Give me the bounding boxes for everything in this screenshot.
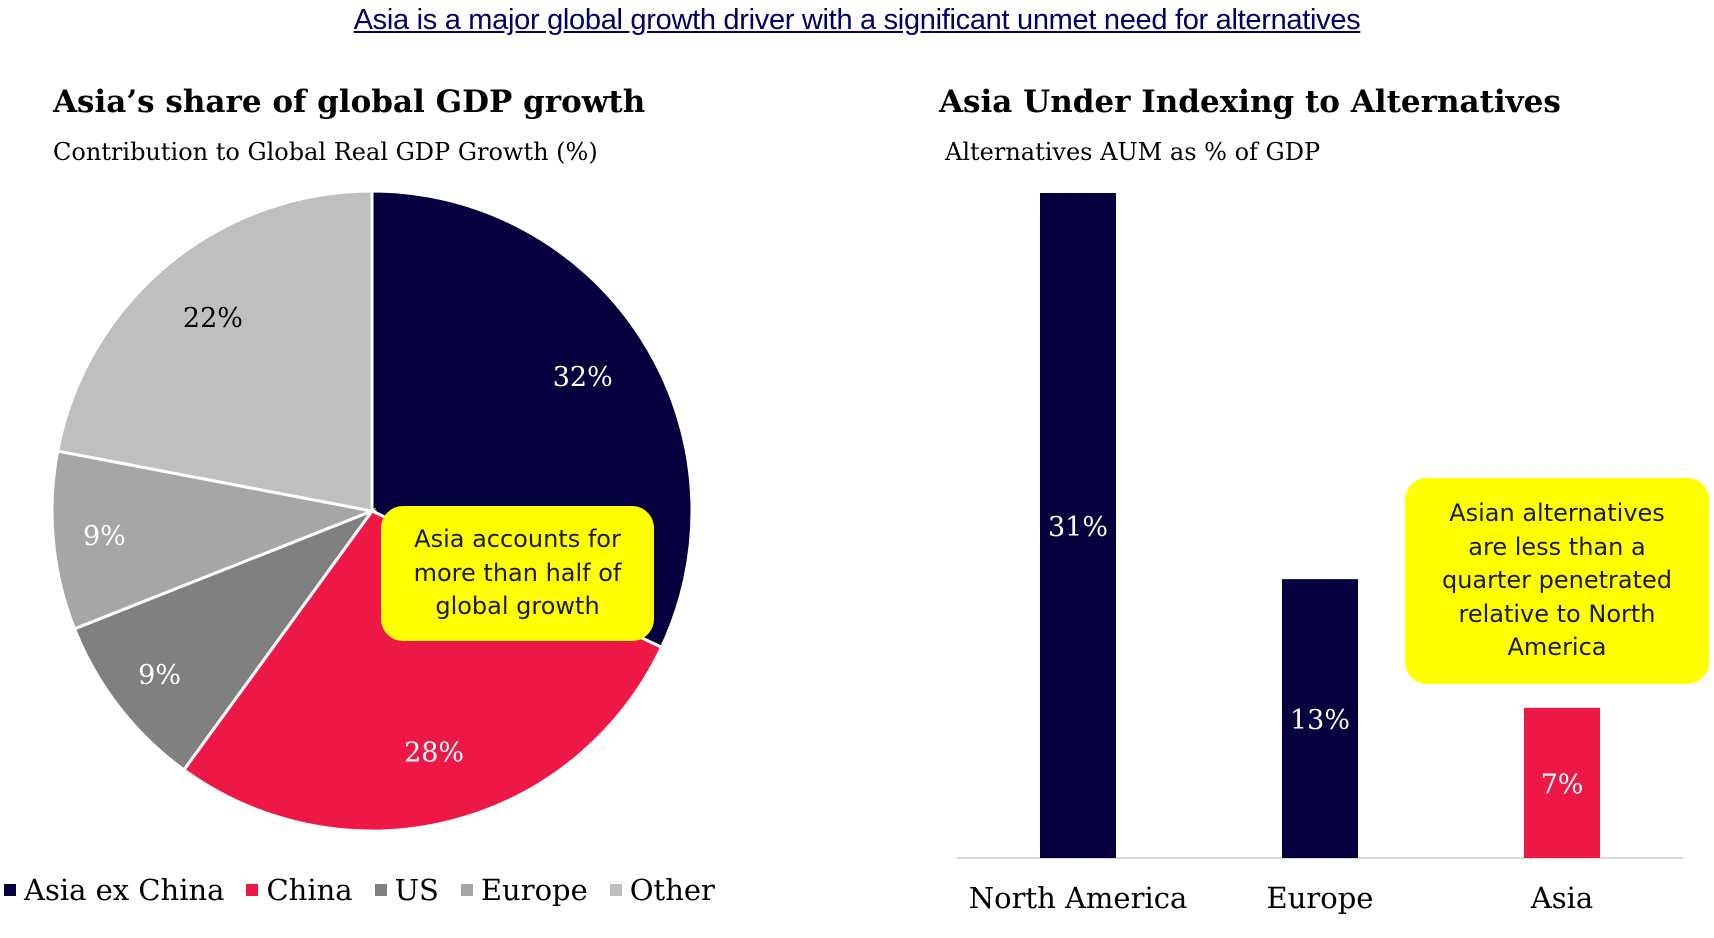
legend-item-us: US (374, 873, 439, 907)
bar-europe (1282, 579, 1358, 858)
pie-slice-us (72, 507, 377, 772)
bar-category-label-asia: Asia (1530, 881, 1593, 915)
legend-item-china: China (246, 873, 353, 907)
legend-label-us: US (394, 873, 439, 907)
bar-category-label-europe: Europe (1267, 881, 1374, 915)
legend-label-china: China (266, 873, 353, 907)
headline: Asia is a major global growth driver wit… (353, 4, 1361, 36)
pie-label-us: 9% (138, 660, 181, 691)
pie-slice-europe (50, 449, 378, 631)
legend-swatch-asia-ex-china (4, 884, 16, 896)
bar-north-america (1040, 193, 1116, 858)
legend-swatch-us (374, 884, 387, 896)
pie-slice-other (55, 189, 374, 513)
legend-label-asia-ex-china: Asia ex China (24, 873, 225, 907)
bar-chart-subtitle: Alternatives AUM as % of GDP (945, 138, 1321, 166)
legend-swatch-other (609, 884, 622, 896)
legend-label-other: Other (629, 873, 715, 907)
pie-label-europe: 9% (83, 521, 126, 552)
pie-label-asia-ex-china: 32% (553, 362, 613, 393)
pie-legend: Asia ex China China US Europe Other (4, 873, 737, 907)
legend-swatch-china (246, 884, 259, 896)
bar-chart-title: Asia Under Indexing to Alternatives (939, 84, 1561, 120)
pie-callout: Asia accounts for more than half of glob… (381, 506, 654, 641)
legend-item-other: Other (609, 873, 715, 907)
pie-chart-subtitle: Contribution to Global Real GDP Growth (… (53, 138, 598, 166)
legend-item-asia-ex-china: Asia ex China (4, 873, 224, 907)
bar-value-label-asia: 7% (1541, 769, 1584, 800)
legend-label-europe: Europe (480, 873, 588, 907)
bar-value-label-europe: 13% (1290, 705, 1350, 736)
pie-chart-title: Asia’s share of global GDP growth (53, 84, 646, 120)
legend-swatch-europe (460, 884, 473, 896)
legend-item-europe: Europe (460, 873, 588, 907)
pie-slice-china (181, 509, 664, 833)
bar-value-label-north-america: 31% (1048, 512, 1108, 543)
bar-category-label-north-america: North America (969, 881, 1188, 915)
pie-label-china: 28% (404, 737, 464, 768)
bar-asia (1524, 707, 1600, 858)
bar-callout: Asian alternatives are less than a quart… (1405, 478, 1709, 684)
pie-label-other: 22% (183, 303, 243, 334)
